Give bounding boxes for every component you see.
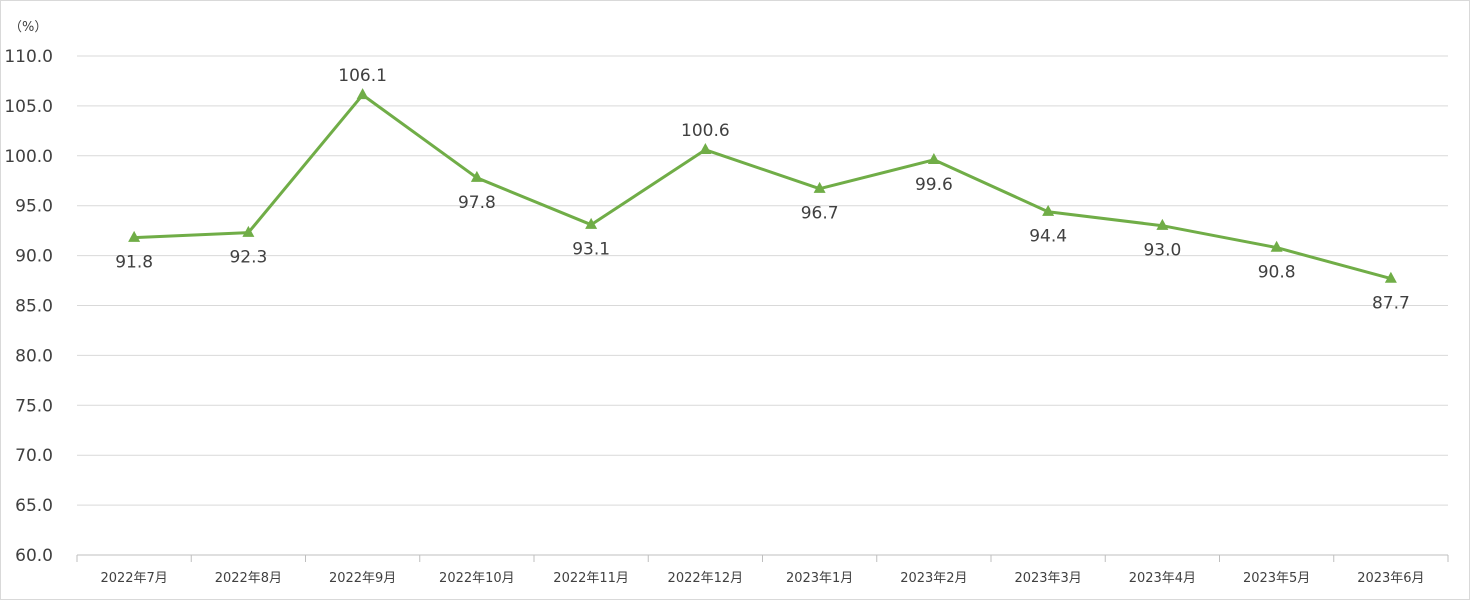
- data-point-marker: [1156, 218, 1169, 230]
- data-label: 92.3: [229, 248, 267, 268]
- y-tick-label: 110.0: [4, 47, 53, 67]
- x-axis-tick-labels: 2022年7月 2022年8月 2022年9月 2022年10月 2022年11月 202…: [100, 571, 1424, 586]
- data-point-marker: [699, 142, 712, 154]
- y-axis-tick-labels: 110.0 105.0 100.0 95.0 90.0 85.0 80.0 75.0 70.0 6…: [4, 47, 53, 566]
- x-tick-label: 2023年3月: [1014, 571, 1081, 586]
- x-tick-label: 2022年8月: [215, 571, 282, 586]
- data-label: 93.0: [1143, 241, 1181, 261]
- data-label: 94.4: [1029, 227, 1067, 247]
- data-label: 97.8: [458, 193, 496, 213]
- y-tick-label: 85.0: [15, 297, 53, 317]
- x-tick-label: 2023年6月: [1357, 571, 1424, 586]
- data-point-marker: [813, 181, 826, 193]
- data-point-marker: [128, 230, 141, 242]
- series-layer: [128, 88, 1397, 283]
- x-axis: [76, 554, 1449, 562]
- x-tick-label: 2022年12月: [668, 571, 744, 586]
- data-point-marker: [356, 88, 369, 100]
- x-tick-label: 2023年4月: [1129, 571, 1196, 586]
- x-tick-label: 2023年5月: [1243, 571, 1310, 586]
- y-tick-label: 70.0: [15, 446, 53, 466]
- data-point-marker: [242, 225, 255, 237]
- data-point-marker: [927, 152, 940, 164]
- grid-lines: [77, 55, 1448, 506]
- y-tick-label: 80.0: [15, 346, 53, 366]
- y-tick-label: 75.0: [15, 396, 53, 416]
- y-tick-label: 90.0: [15, 247, 53, 267]
- data-label: 100.6: [681, 121, 730, 141]
- x-tick-label: 2022年11月: [553, 571, 629, 586]
- x-tick-label: 2022年10月: [439, 571, 515, 586]
- y-tick-label: 60.0: [15, 546, 53, 566]
- data-label: 87.7: [1372, 294, 1410, 314]
- x-tick-label: 2022年7月: [100, 571, 167, 586]
- data-label: 93.1: [572, 240, 610, 260]
- y-tick-label: 100.0: [4, 147, 53, 167]
- data-label: 106.1: [338, 66, 387, 86]
- data-label: 96.7: [801, 204, 839, 224]
- series-line: [134, 93, 1392, 281]
- data-label: 91.8: [115, 253, 153, 273]
- y-axis-unit-label: （%）: [9, 20, 47, 35]
- data-point-marker: [470, 170, 483, 182]
- y-tick-label: 95.0: [15, 197, 53, 217]
- x-tick-label: 2023年2月: [900, 571, 967, 586]
- data-point-marker: [1042, 204, 1055, 216]
- data-point-marker: [585, 217, 598, 229]
- y-tick-label: 65.0: [15, 496, 53, 516]
- x-tick-label: 2023年1月: [786, 571, 853, 586]
- data-label: 90.8: [1258, 263, 1296, 283]
- data-label: 99.6: [915, 175, 953, 195]
- x-tick-label: 2022年9月: [329, 571, 396, 586]
- data-point-marker: [1270, 240, 1283, 252]
- y-tick-label: 105.0: [4, 97, 53, 117]
- data-point-marker: [1384, 271, 1397, 283]
- data-labels: 91.8 92.3 106.1 97.8 93.1 100.6 96.7 99.6 94.4 93…: [115, 66, 1410, 314]
